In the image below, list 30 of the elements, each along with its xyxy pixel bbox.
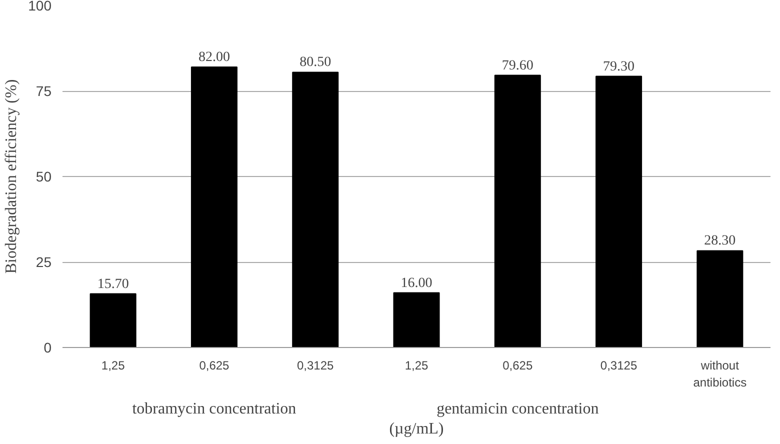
data-label: 16.00 xyxy=(400,276,432,291)
y-tick-label: 25 xyxy=(36,254,52,270)
data-label: 79.30 xyxy=(603,59,635,74)
x-tick-label: 0,625 xyxy=(502,358,533,372)
bar xyxy=(393,292,440,348)
data-label: 80.50 xyxy=(300,55,332,70)
text: tobramycin concentration xyxy=(132,400,296,418)
bar xyxy=(292,72,339,348)
y-tick-label: 75 xyxy=(36,83,52,99)
y-tick-label: 0 xyxy=(44,340,52,356)
x-axis-title: (µg/mL) xyxy=(389,420,444,438)
x-tick-label: 1,25 xyxy=(101,358,126,372)
x-tick-label: 1,25 xyxy=(404,358,429,372)
bar xyxy=(696,250,744,348)
x-tick-label: 0,3125 xyxy=(297,358,334,372)
bar xyxy=(494,74,541,348)
data-label: 28.30 xyxy=(704,234,736,249)
data-label: 79.60 xyxy=(502,58,534,74)
y-tick-label: 100 xyxy=(28,0,52,14)
y-tick-label: 50 xyxy=(36,168,52,184)
x-tick-label: without antibiotics xyxy=(693,358,747,390)
data-label: 15.70 xyxy=(97,276,129,292)
y-axis-title: Biodegradation efficiency (%) xyxy=(3,79,20,274)
x-tick-label: 0,3125 xyxy=(600,358,638,372)
bar xyxy=(190,66,238,348)
text: gentamicin concentration xyxy=(436,400,599,418)
bar xyxy=(90,293,136,348)
x-tick-label: 0,625 xyxy=(199,358,230,372)
bar xyxy=(596,76,642,348)
data-label: 82.00 xyxy=(198,50,230,66)
